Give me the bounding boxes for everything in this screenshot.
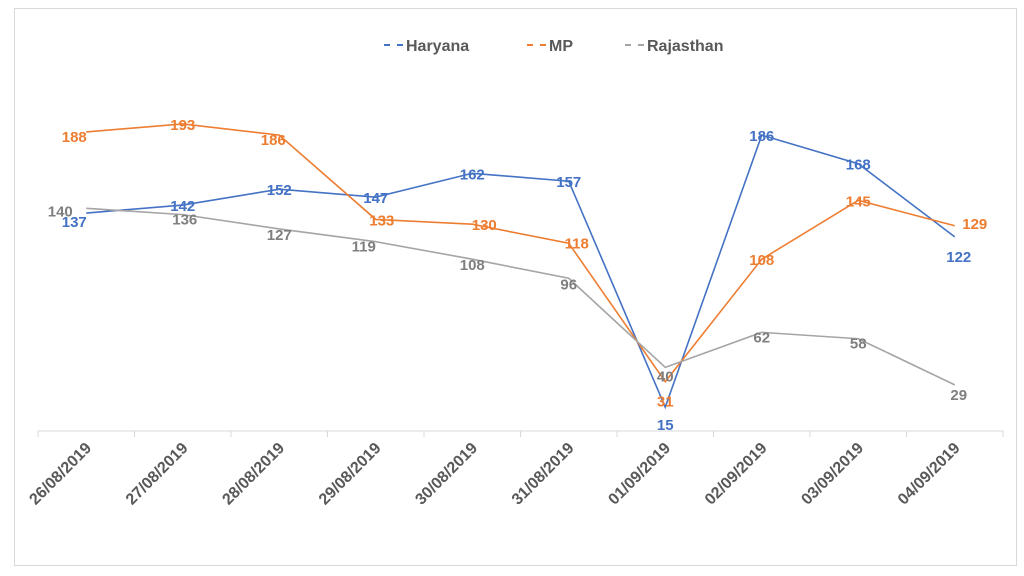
data-label-haryana: 142	[170, 198, 195, 215]
legend-label: Rajasthan	[647, 38, 723, 55]
data-labels: 137 142 152 147 162 157 15 186 168 122 188 193 186 13…	[48, 117, 988, 434]
chart-frame	[14, 8, 1017, 566]
legend-item-mp: MP	[527, 38, 573, 55]
data-label-rajasthan: 40	[657, 368, 674, 385]
data-label-haryana: 147	[363, 190, 388, 207]
legend-label: MP	[549, 38, 573, 55]
data-label-haryana: 137	[62, 214, 87, 231]
legend-item-rajasthan: Rajasthan	[625, 38, 723, 55]
data-label-mp: 133	[369, 212, 394, 229]
series-line-rajasthan	[86, 207, 956, 386]
data-label-haryana: 162	[460, 166, 485, 183]
series-line-mp	[86, 123, 955, 384]
series-lines	[86, 123, 956, 410]
x-tick-labels: 26/08/2019 27/08/2019 28/08/2019 29/08/2019…	[26, 440, 963, 509]
data-label-mp: 145	[846, 193, 871, 210]
data-label-mp: 186	[261, 132, 286, 149]
x-tick-label: 29/08/2019	[316, 440, 385, 509]
data-label-haryana: 186	[749, 128, 774, 145]
data-label-rajasthan: 58	[850, 336, 867, 353]
data-label-rajasthan: 108	[460, 257, 485, 274]
x-tick-label: 02/09/2019	[702, 440, 771, 509]
x-tick-label: 30/08/2019	[412, 440, 481, 509]
data-label-haryana: 122	[946, 249, 971, 266]
series-line-haryana	[86, 134, 956, 410]
x-tick-label: 01/09/2019	[605, 440, 674, 509]
data-label-rajasthan: 136	[172, 212, 197, 229]
x-tick-label: 03/09/2019	[798, 440, 867, 509]
data-label-mp: 188	[62, 129, 87, 146]
data-label-mp: 129	[962, 216, 987, 233]
legend-label: Haryana	[406, 38, 469, 55]
data-label-haryana: 152	[267, 182, 292, 199]
x-tick-label: 26/08/2019	[26, 440, 95, 509]
x-tick-label: 27/08/2019	[123, 440, 192, 509]
data-label-rajasthan: 62	[753, 329, 770, 346]
data-label-rajasthan: 96	[560, 276, 577, 293]
chart-legend: Haryana MP Rajasthan	[384, 38, 723, 55]
data-label-rajasthan: 127	[267, 227, 292, 244]
data-label-rajasthan: 119	[352, 239, 376, 256]
data-label-haryana: 15	[657, 417, 674, 434]
data-label-rajasthan: 140	[48, 203, 73, 220]
x-axis	[37, 430, 1004, 437]
x-tick-label: 31/08/2019	[509, 440, 578, 509]
data-label-mp: 31	[657, 394, 674, 411]
x-tick-label: 28/08/2019	[219, 440, 288, 509]
x-tick-label: 04/09/2019	[895, 440, 964, 509]
data-label-mp: 193	[170, 117, 195, 134]
data-label-mp: 130	[472, 217, 497, 234]
legend-item-haryana: Haryana	[384, 38, 469, 55]
data-label-mp: 118	[565, 235, 589, 252]
data-label-haryana: 157	[556, 174, 581, 191]
data-label-mp: 108	[749, 252, 774, 269]
data-label-haryana: 168	[846, 157, 871, 174]
data-label-rajasthan: 29	[950, 387, 967, 404]
